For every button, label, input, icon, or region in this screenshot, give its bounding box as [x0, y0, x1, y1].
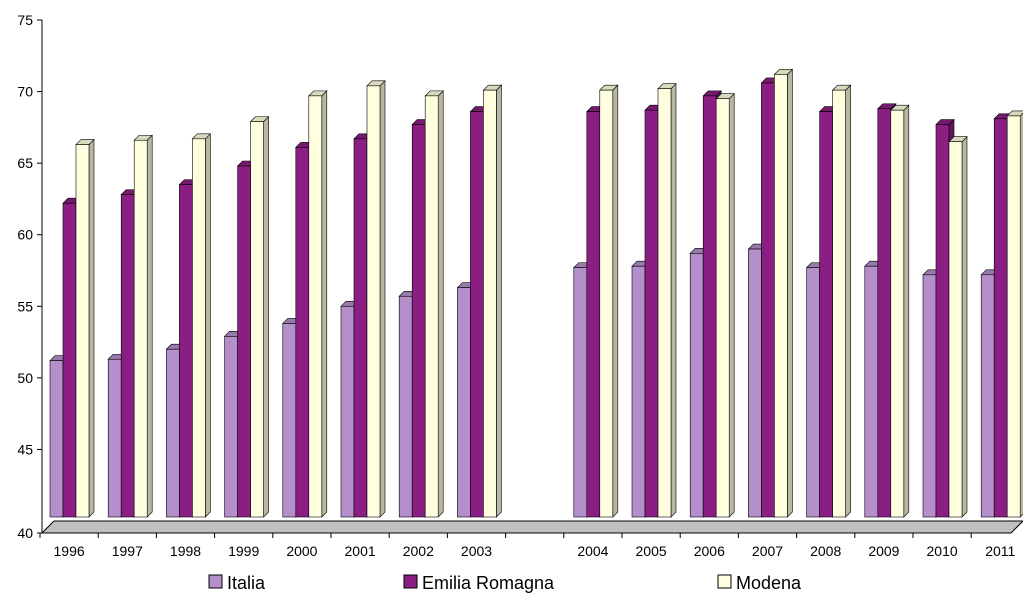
bar-modena-1996 — [75, 138, 95, 518]
legend-swatch — [208, 574, 223, 589]
bar-modena-2002 — [424, 90, 444, 518]
x-tick-label: 1996 — [54, 543, 85, 559]
bar-modena-2004 — [599, 84, 619, 518]
bar-modena-1998 — [191, 133, 212, 518]
y-tick-label: 50 — [17, 370, 33, 386]
bar-modena-2001 — [366, 80, 386, 518]
legend-label: Emilia Romagna — [422, 573, 555, 593]
bar-modena-2000 — [308, 90, 328, 518]
x-tick-label: 2010 — [927, 543, 958, 559]
y-tick-label: 75 — [17, 12, 33, 28]
x-tick-label: 1999 — [228, 543, 259, 559]
x-tick-label: 2006 — [694, 543, 725, 559]
y-tick-label: 70 — [17, 84, 33, 100]
chart-floor — [40, 520, 1023, 534]
bar-modena-1997 — [133, 134, 153, 518]
x-tick-label: 2001 — [345, 543, 376, 559]
bar-modena-2007 — [773, 68, 794, 518]
y-tick-label: 65 — [17, 155, 33, 171]
x-tick-label: 2011 — [985, 543, 1015, 559]
bar-modena-2008 — [831, 84, 852, 518]
bar-modena-2010 — [948, 135, 968, 518]
x-tick-label: 2005 — [636, 543, 667, 559]
x-tick-label: 2000 — [286, 543, 317, 559]
bar-modena-1999 — [249, 115, 270, 518]
y-tick-label: 60 — [17, 227, 33, 243]
legend-label: Italia — [227, 573, 266, 593]
legend-swatch — [717, 574, 732, 589]
bar-modena-2003 — [482, 84, 503, 518]
x-tick-label: 2007 — [752, 543, 783, 559]
bar-modena-2011 — [1006, 110, 1023, 518]
bar-modena-2006 — [715, 93, 735, 518]
bar-modena-2009 — [890, 104, 910, 518]
y-tick-label: 55 — [17, 298, 33, 314]
x-tick-label: 2008 — [810, 543, 841, 559]
bar-modena-2005 — [657, 82, 677, 518]
x-tick-label: 2009 — [868, 543, 899, 559]
x-tick-label: 2003 — [461, 543, 492, 559]
y-tick-label: 45 — [17, 441, 33, 457]
x-tick-label: 1997 — [112, 543, 143, 559]
legend-swatch — [403, 574, 418, 589]
x-tick-label: 2002 — [403, 543, 434, 559]
y-tick-label: 40 — [17, 525, 33, 541]
x-tick-label: 1998 — [170, 543, 201, 559]
legend-label: Modena — [736, 573, 802, 593]
x-tick-label: 2004 — [577, 543, 608, 559]
